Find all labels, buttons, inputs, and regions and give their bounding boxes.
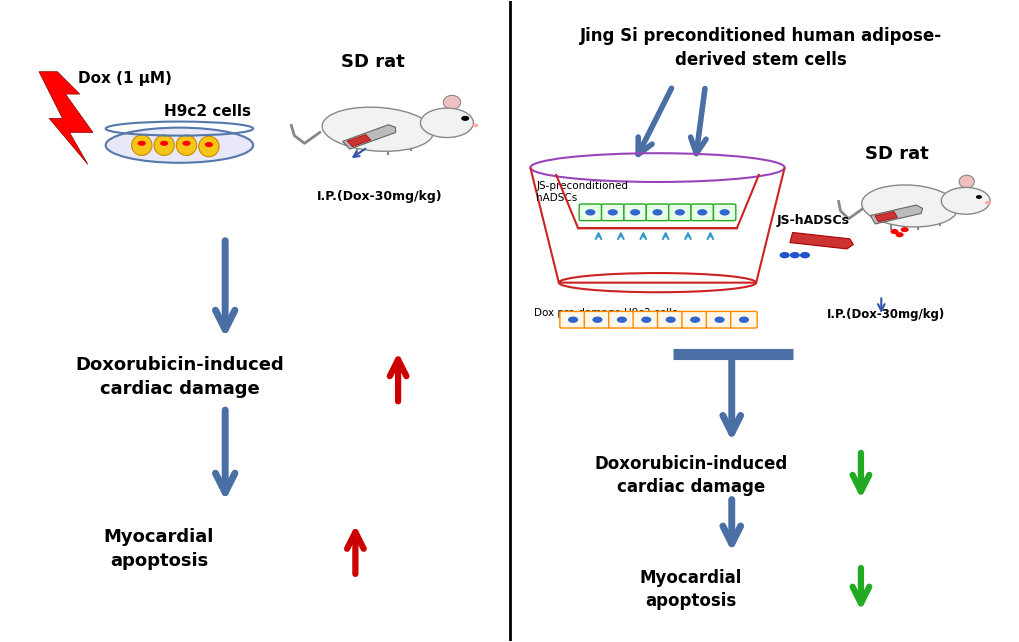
- Circle shape: [900, 227, 908, 232]
- Circle shape: [696, 209, 706, 216]
- Circle shape: [461, 116, 469, 121]
- Circle shape: [665, 317, 676, 323]
- FancyBboxPatch shape: [559, 311, 586, 328]
- FancyBboxPatch shape: [601, 204, 624, 221]
- Polygon shape: [874, 211, 897, 222]
- Polygon shape: [789, 232, 853, 249]
- Ellipse shape: [154, 135, 174, 155]
- Circle shape: [160, 141, 168, 146]
- Circle shape: [779, 252, 789, 258]
- Circle shape: [652, 209, 662, 216]
- Ellipse shape: [861, 185, 957, 227]
- FancyBboxPatch shape: [682, 311, 707, 328]
- Circle shape: [630, 209, 640, 216]
- Circle shape: [738, 317, 748, 323]
- Polygon shape: [346, 134, 371, 147]
- Circle shape: [138, 141, 146, 146]
- Text: JS-preconditioned
hADSCs: JS-preconditioned hADSCs: [536, 180, 628, 203]
- Text: Jing Si preconditioned human adipose-
derived stem cells: Jing Si preconditioned human adipose- de…: [580, 27, 942, 69]
- Circle shape: [890, 229, 898, 234]
- Circle shape: [592, 317, 602, 323]
- FancyBboxPatch shape: [646, 204, 668, 221]
- Circle shape: [585, 209, 595, 216]
- Ellipse shape: [131, 135, 152, 155]
- FancyBboxPatch shape: [712, 204, 735, 221]
- FancyBboxPatch shape: [608, 311, 635, 328]
- Circle shape: [690, 317, 699, 323]
- FancyBboxPatch shape: [730, 311, 756, 328]
- Text: Doxorubicin-induced
cardiac damage: Doxorubicin-induced cardiac damage: [75, 356, 283, 398]
- FancyBboxPatch shape: [579, 204, 601, 221]
- Text: H9c2 cells: H9c2 cells: [164, 104, 251, 119]
- Text: I.P.(Dox-30mg/kg): I.P.(Dox-30mg/kg): [826, 308, 945, 321]
- Circle shape: [799, 252, 809, 258]
- FancyBboxPatch shape: [657, 311, 684, 328]
- Text: SD rat: SD rat: [864, 144, 927, 162]
- Ellipse shape: [322, 107, 433, 152]
- Ellipse shape: [958, 175, 973, 188]
- Circle shape: [472, 123, 478, 127]
- Ellipse shape: [106, 128, 253, 163]
- Circle shape: [182, 141, 191, 146]
- Ellipse shape: [941, 187, 989, 214]
- FancyBboxPatch shape: [691, 204, 712, 221]
- Text: JS-hADSCs: JS-hADSCs: [775, 214, 849, 227]
- Circle shape: [718, 209, 729, 216]
- Text: Myocardial
apoptosis: Myocardial apoptosis: [639, 569, 742, 611]
- Polygon shape: [39, 72, 93, 164]
- Circle shape: [895, 232, 903, 238]
- Ellipse shape: [176, 135, 197, 155]
- Text: I.P.(Dox-30mg/kg): I.P.(Dox-30mg/kg): [317, 190, 442, 203]
- Circle shape: [975, 195, 981, 199]
- Polygon shape: [342, 125, 395, 149]
- Circle shape: [789, 252, 799, 258]
- FancyBboxPatch shape: [668, 204, 691, 221]
- Polygon shape: [869, 205, 921, 224]
- Text: Dox pre-damage H9c2 cells: Dox pre-damage H9c2 cells: [534, 308, 678, 318]
- Text: Dox (1 μM): Dox (1 μM): [77, 71, 171, 85]
- FancyBboxPatch shape: [633, 311, 659, 328]
- Ellipse shape: [420, 108, 473, 137]
- Circle shape: [568, 317, 578, 323]
- Ellipse shape: [443, 96, 461, 109]
- FancyBboxPatch shape: [584, 311, 610, 328]
- Circle shape: [205, 142, 213, 147]
- Circle shape: [641, 317, 651, 323]
- Circle shape: [616, 317, 627, 323]
- Circle shape: [713, 317, 723, 323]
- Ellipse shape: [199, 136, 219, 157]
- FancyBboxPatch shape: [624, 204, 646, 221]
- Circle shape: [984, 201, 990, 205]
- Text: Myocardial
apoptosis: Myocardial apoptosis: [104, 528, 214, 570]
- Circle shape: [675, 209, 685, 216]
- Text: Doxorubicin-induced
cardiac damage: Doxorubicin-induced cardiac damage: [594, 455, 787, 496]
- FancyBboxPatch shape: [705, 311, 732, 328]
- Circle shape: [607, 209, 618, 216]
- Text: SD rat: SD rat: [340, 53, 405, 71]
